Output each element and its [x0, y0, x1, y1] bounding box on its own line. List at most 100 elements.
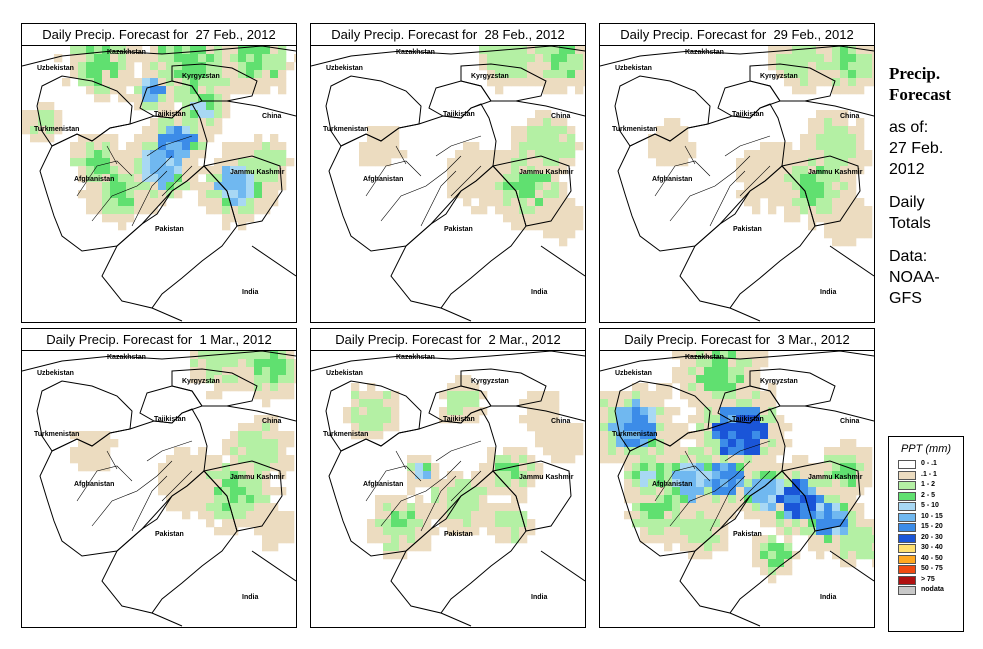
precip-cell — [824, 166, 833, 175]
precip-cell — [768, 423, 777, 432]
precip-cell — [471, 142, 480, 151]
precip-cell — [246, 455, 255, 464]
precip-cell — [270, 431, 279, 440]
precip-cell — [768, 407, 777, 416]
precip-cell — [206, 206, 215, 215]
precip-cell — [824, 471, 833, 480]
precip-cell — [784, 62, 793, 71]
country-boundary — [749, 63, 836, 102]
precip-cell — [214, 198, 223, 207]
precip-cell — [832, 46, 841, 55]
precip-cell — [624, 415, 633, 424]
precip-cell — [222, 62, 231, 71]
precip-cell — [78, 150, 87, 159]
precip-cell — [832, 190, 841, 199]
precip-cell — [246, 447, 255, 456]
country-label: India — [820, 289, 836, 296]
precip-cell — [535, 214, 544, 223]
precip-cell — [246, 54, 255, 63]
precip-cell — [254, 375, 263, 384]
precip-cell — [832, 86, 841, 95]
precip-cell — [872, 527, 874, 536]
precip-cell — [824, 78, 833, 87]
precip-cell — [696, 407, 705, 416]
precip-cell — [616, 391, 625, 400]
precip-cell — [511, 126, 520, 135]
precip-cell — [503, 479, 512, 488]
precip-cell — [624, 407, 633, 416]
precip-cell — [150, 134, 159, 143]
precip-cell — [704, 359, 713, 368]
precip-cell — [439, 415, 448, 424]
precip-cell — [142, 70, 151, 79]
precip-cell — [471, 415, 480, 424]
precip-cell — [824, 503, 833, 512]
precip-cell — [728, 455, 737, 464]
precip-cell — [86, 46, 95, 55]
country-boundary — [460, 368, 547, 407]
precip-cell — [262, 423, 271, 432]
precip-cell — [816, 503, 825, 512]
precip-cell — [431, 479, 440, 488]
precip-cell — [262, 511, 271, 520]
precip-cell — [479, 519, 488, 528]
precip-cell — [102, 142, 111, 151]
precip-cell — [503, 527, 512, 536]
precip-cell — [776, 479, 785, 488]
precip-cell — [447, 495, 456, 504]
precip-cell — [840, 447, 849, 456]
precip-cell — [495, 182, 504, 191]
precip-cell — [551, 391, 560, 400]
precip-cell — [254, 150, 263, 159]
precip-cell — [736, 375, 745, 384]
precip-cell — [704, 439, 713, 448]
precip-cell — [744, 158, 753, 167]
precip-cell — [471, 166, 480, 175]
precip-cell — [222, 487, 231, 496]
precip-cell — [648, 399, 657, 408]
precip-cell — [351, 423, 360, 432]
precip-cell — [640, 455, 649, 464]
precip-cell — [238, 463, 247, 472]
precip-cell — [102, 182, 111, 191]
precip-cell — [495, 86, 504, 95]
precip-cell — [696, 527, 705, 536]
precip-cell — [110, 439, 119, 448]
precip-cell — [182, 54, 191, 63]
precip-cell — [864, 535, 873, 544]
precip-cell — [126, 142, 135, 151]
precip-cell — [367, 142, 376, 151]
precip-cell — [728, 479, 737, 488]
precip-cell — [206, 174, 215, 183]
precip-cell — [575, 222, 584, 231]
precip-cell — [511, 198, 520, 207]
precip-cell — [46, 134, 55, 143]
precip-cell — [254, 134, 263, 143]
precip-cell — [214, 174, 223, 183]
precip-cell — [736, 423, 745, 432]
precip-cell — [126, 62, 135, 71]
precip-cell — [182, 126, 191, 135]
precip-cell — [800, 62, 809, 71]
precip-cell — [527, 70, 536, 79]
precip-cell — [230, 439, 239, 448]
precip-cell — [728, 375, 737, 384]
precip-cell — [367, 431, 376, 440]
precip-cell — [495, 62, 504, 71]
precip-cell — [511, 519, 520, 528]
precip-cell — [126, 182, 135, 191]
precip-cell — [447, 407, 456, 416]
precip-cell — [399, 511, 408, 520]
province-boundary — [709, 475, 746, 532]
precip-cell — [182, 447, 191, 456]
precip-cell — [744, 431, 753, 440]
precip-cell — [543, 230, 552, 239]
precip-cell — [784, 479, 793, 488]
precip-cell — [351, 391, 360, 400]
precip-cell — [142, 134, 151, 143]
precip-cell — [70, 142, 79, 151]
precip-cell — [736, 431, 745, 440]
precip-cell — [575, 439, 584, 448]
precip-cell — [656, 527, 665, 536]
precip-cell — [182, 118, 191, 127]
